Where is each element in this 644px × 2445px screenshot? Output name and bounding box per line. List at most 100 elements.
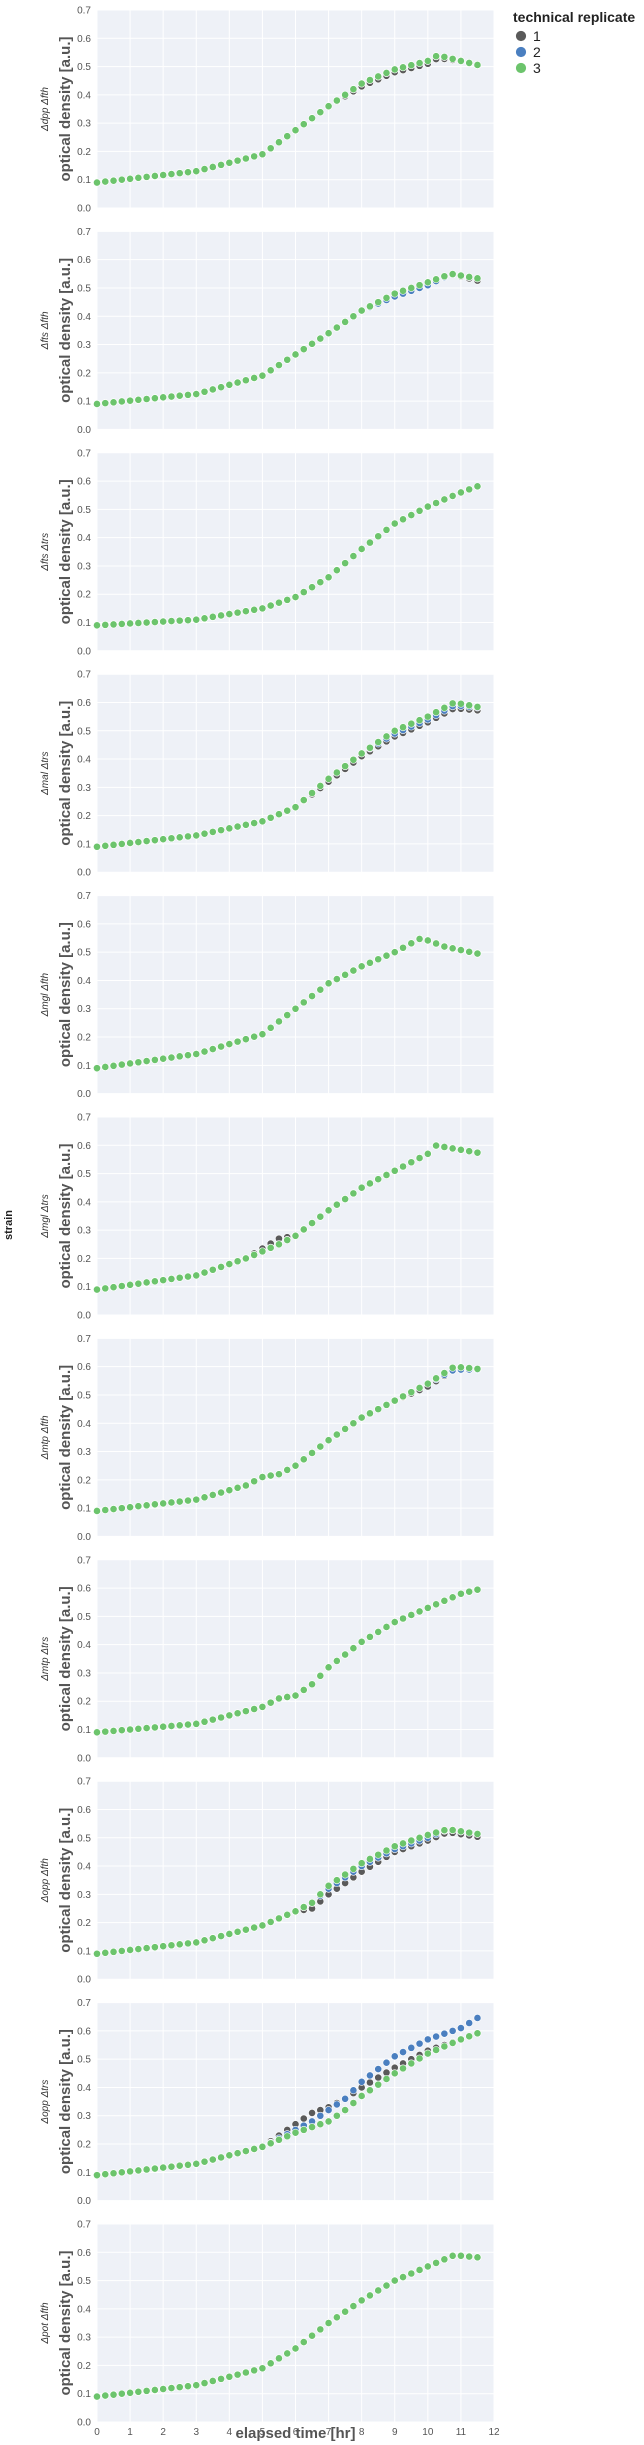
data-point: [432, 1828, 441, 1837]
y-tick-label: 0.4: [77, 976, 91, 987]
strain-label: Δpot Δfth: [40, 2302, 51, 2345]
data-point: [324, 329, 333, 338]
y-tick-label: 0.6: [77, 255, 91, 266]
data-point: [374, 2065, 383, 2073]
data-point: [349, 1189, 358, 1198]
data-point: [250, 374, 259, 382]
data-point: [407, 2269, 416, 2278]
data-point: [448, 2026, 457, 2035]
data-point: [316, 108, 325, 117]
data-point: [291, 126, 300, 135]
data-point: [283, 132, 292, 141]
strain-label: Δmal Δtrs: [40, 751, 51, 795]
data-point: [208, 163, 217, 171]
panel-1: 0.0 0.1 0.2 0.3 0.4 0.5 0.6 0.7 optical density …: [40, 6, 495, 215]
data-point: [382, 2281, 391, 2290]
data-point: [184, 1051, 192, 1060]
legend-label-1: 1: [533, 28, 541, 44]
data-point: [150, 618, 159, 626]
data-point: [150, 1943, 159, 1952]
data-point: [250, 1705, 259, 1713]
data-point: [192, 2159, 201, 2168]
data-point: [415, 2039, 424, 2048]
data-point: [432, 2032, 441, 2041]
y-tick-label: 0.2: [77, 1033, 91, 1044]
data-point: [448, 270, 457, 279]
data-point: [465, 1828, 474, 1837]
data-point: [316, 578, 325, 587]
data-point: [316, 1442, 325, 1451]
data-point: [192, 2381, 201, 2390]
data-point: [473, 1830, 482, 1838]
data-point: [473, 1364, 482, 1373]
data-point: [423, 2035, 432, 2044]
x-tick-label: 9: [392, 2427, 398, 2438]
data-point: [159, 393, 168, 402]
data-point: [432, 1600, 441, 1609]
data-point: [126, 2388, 134, 2397]
y-axis-label: optical density [a.u.]: [57, 701, 74, 846]
legend-marker-3: [515, 62, 527, 74]
legend-label-3: 3: [533, 60, 541, 76]
y-tick-label: 0.6: [77, 919, 91, 930]
panel-4: 0.0 0.1 0.2 0.3 0.4 0.5 0.6 0.7 optical density …: [40, 670, 495, 879]
gridlines: [96, 895, 495, 1095]
data-point: [142, 837, 151, 845]
data-point: [291, 1907, 300, 1916]
data-point: [225, 380, 234, 389]
y-tick-label: 0.3: [77, 340, 91, 351]
data-point: [126, 1946, 134, 1954]
data-point: [457, 1145, 465, 1154]
data-point: [465, 1364, 474, 1372]
data-point: [109, 176, 118, 185]
data-point: [275, 810, 283, 819]
data-point: [332, 566, 341, 575]
x-tick-label: 8: [359, 2427, 365, 2438]
data-point: [217, 1042, 225, 1051]
data-point: [465, 2032, 474, 2041]
data-point: [299, 588, 308, 597]
data-point: [109, 1947, 118, 1956]
y-tick-label: 0.5: [77, 2276, 91, 2287]
data-point: [308, 1449, 316, 1457]
data-point: [283, 2349, 292, 2358]
data-point: [357, 2077, 366, 2086]
y-tick-label: 0.5: [77, 505, 91, 516]
data-point: [167, 1053, 176, 1062]
y-tick-label: 0.2: [77, 147, 91, 158]
strain-label: Δmgl Δfth: [40, 972, 51, 1017]
data-point: [473, 274, 482, 283]
data-point: [93, 842, 101, 851]
gridlines: [96, 1116, 495, 1316]
data-point: [349, 85, 358, 94]
y-tick-label: 0.0: [77, 425, 91, 436]
data-point: [117, 397, 126, 406]
x-tick-label: 0: [94, 2427, 100, 2438]
data-point: [101, 620, 110, 629]
data-point: [341, 2106, 350, 2114]
panel-11: 0.00.10.20.30.40.50.60.70 1 2 3 4 5 6 7 8 9 10 11 12…: [40, 2220, 500, 2439]
data-point: [291, 2344, 300, 2353]
data-point: [341, 318, 350, 326]
data-point: [200, 1047, 209, 1056]
data-point: [233, 2149, 242, 2158]
data-point: [382, 2058, 391, 2067]
data-point: [200, 1493, 209, 1502]
y-tick-label: 0.3: [77, 783, 91, 794]
data-point: [250, 2145, 259, 2153]
data-point: [423, 1379, 432, 1388]
data-point: [142, 1278, 151, 1287]
data-point: [390, 726, 399, 735]
data-point: [316, 2111, 325, 2120]
data-point: [109, 1505, 118, 1513]
data-point: [150, 172, 159, 180]
data-point: [93, 1285, 101, 1294]
data-point: [159, 171, 168, 179]
data-point: [357, 2092, 366, 2100]
data-point: [142, 395, 151, 403]
data-point: [382, 525, 391, 534]
data-point: [423, 712, 432, 721]
data-point: [283, 355, 292, 364]
data-point: [266, 813, 275, 822]
data-point: [258, 371, 267, 380]
